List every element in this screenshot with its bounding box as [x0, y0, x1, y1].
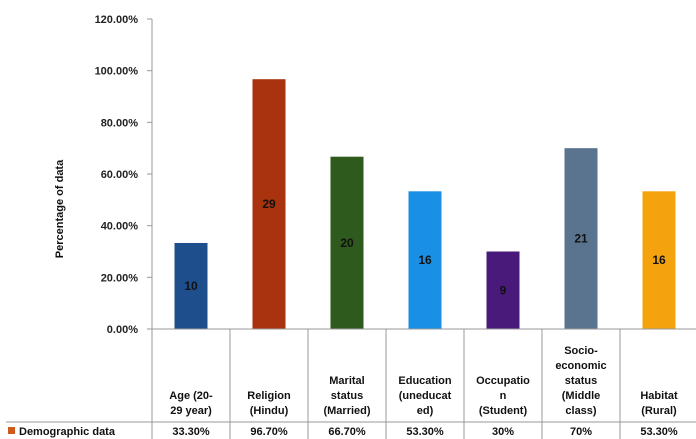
category-label: Religion (Hindu) — [247, 390, 291, 417]
category-label-line: 29 year) — [170, 405, 212, 417]
bar-label: 29 — [262, 197, 276, 211]
bar — [642, 191, 676, 329]
category-label-line: Habitat — [640, 390, 678, 402]
legend-label: Demographic data — [19, 426, 116, 438]
bar-label: 20 — [340, 236, 354, 250]
category-label-line: (uneducat — [399, 390, 452, 402]
category-label-line: Age (20- — [169, 390, 213, 402]
category-label-line: status — [565, 375, 597, 387]
category-label-line: (Hindu) — [250, 405, 289, 417]
legend-swatch — [8, 427, 15, 434]
table-value-cell: 96.70% — [250, 426, 288, 438]
y-tick-label: 20.00% — [101, 272, 139, 284]
bar — [408, 191, 442, 329]
category-label: Marital status (Married) — [323, 375, 370, 417]
category-label-line: status — [331, 390, 363, 402]
table-value-cell: 66.70% — [328, 426, 366, 438]
bar — [564, 148, 598, 329]
bar — [330, 156, 364, 329]
category-label-line: class) — [565, 405, 597, 417]
category-label-line: ed) — [417, 405, 434, 417]
category-label: Education (uneducat ed) — [398, 375, 451, 417]
y-tick-label: 60.00% — [101, 169, 139, 181]
axes: 0.00% 20.00% 40.00% 60.00% 80.00% 100.00% 120.… — [54, 14, 153, 336]
table-value-cell: 53.30% — [640, 426, 678, 438]
table-value-cell: 30% — [492, 426, 514, 438]
bar-label: 9 — [500, 283, 507, 297]
y-axis-title: Percentage of data — [54, 159, 66, 258]
y-tick-label: 0.00% — [107, 324, 138, 336]
category-label-line: (Married) — [323, 405, 370, 417]
table-value-cell: 70% — [570, 426, 592, 438]
category-label-line: (Rural) — [641, 405, 677, 417]
y-tick-label: 40.00% — [101, 221, 139, 233]
category-label: Habitat (Rural) — [640, 390, 678, 417]
category-label: Occupatio n (Student) — [476, 375, 530, 417]
category-label-line: (Middle — [562, 390, 601, 402]
category-label-line: Occupatio — [476, 375, 530, 387]
bar — [174, 242, 208, 329]
bar-label: 16 — [652, 253, 666, 267]
y-tick-label: 120.00% — [95, 14, 139, 26]
category-label-line: Religion — [247, 390, 291, 402]
category-label-line: n — [500, 390, 507, 402]
table-value-cell: 53.30% — [406, 426, 444, 438]
category-label-line: Socio- — [564, 345, 598, 357]
category-label-line: economic — [555, 360, 606, 372]
data-table: Age (20- 29 year) Religion (Hindu) Marital st… — [6, 328, 696, 439]
category-label-line: Education — [398, 375, 451, 387]
table-value-cell: 33.30% — [172, 426, 210, 438]
category-label-line: (Student) — [479, 405, 528, 417]
bar-label: 10 — [184, 279, 198, 293]
y-tick-label: 80.00% — [101, 117, 139, 129]
category-label-line: Marital — [329, 375, 364, 387]
bar — [486, 251, 520, 329]
bar-label: 21 — [574, 232, 588, 246]
bar-label: 16 — [418, 253, 432, 267]
category-label: Socio-economic status (Middle class) — [555, 345, 606, 417]
category-label: Age (20- 29 year) — [169, 390, 213, 417]
bars: 10 29 20 16 9 21 16 — [174, 79, 676, 329]
bar — [252, 79, 286, 329]
y-tick-label: 100.00% — [95, 66, 139, 78]
